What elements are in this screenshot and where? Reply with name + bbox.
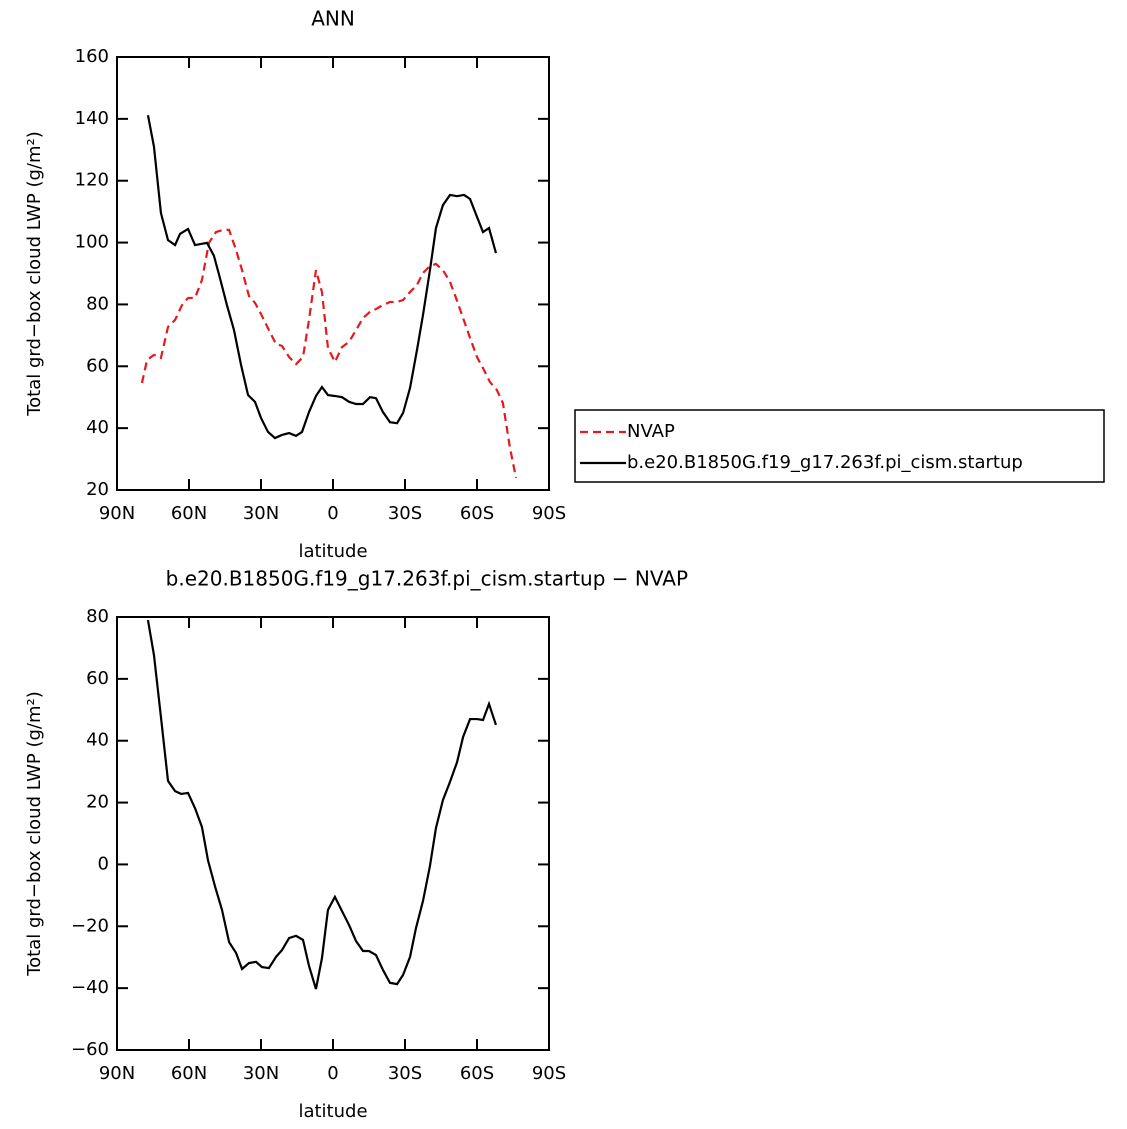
x-tick-label: 30N bbox=[243, 1063, 279, 1084]
y-tick-label: 60 bbox=[86, 668, 109, 689]
x-tick-label: 90N bbox=[99, 1063, 135, 1084]
y-tick-label: 20 bbox=[86, 479, 109, 500]
x-tick-label: 30S bbox=[388, 1063, 422, 1084]
x-tick-label: 60S bbox=[460, 1063, 494, 1084]
y-tick-label: −20 bbox=[71, 915, 109, 936]
chart-title: ANN bbox=[311, 7, 355, 31]
y-tick-label: 40 bbox=[86, 730, 109, 751]
y-tick-label: −60 bbox=[71, 1039, 109, 1060]
x-tick-label: 0 bbox=[327, 1063, 338, 1084]
series-line bbox=[140, 228, 518, 479]
y-tick-label: 120 bbox=[75, 170, 109, 191]
legend-box bbox=[574, 409, 1105, 483]
y-tick-label: 0 bbox=[98, 853, 109, 874]
y-axis-label: Total grd−box cloud LWP (g/m²) bbox=[24, 691, 45, 977]
y-tick-label: 60 bbox=[86, 355, 109, 376]
x-axis-label: latitude bbox=[298, 541, 367, 562]
plot-frame bbox=[116, 616, 550, 1051]
legend-label: NVAP bbox=[627, 421, 675, 442]
x-tick-label: 60N bbox=[171, 503, 207, 524]
y-tick-label: 80 bbox=[86, 606, 109, 627]
x-tick-label: 0 bbox=[327, 503, 338, 524]
series-line bbox=[146, 619, 498, 990]
x-axis-label: latitude bbox=[298, 1101, 367, 1122]
y-tick-label: 140 bbox=[75, 108, 109, 129]
x-tick-label: 90N bbox=[99, 503, 135, 524]
y-tick-label: 40 bbox=[86, 417, 109, 438]
y-tick-label: 80 bbox=[86, 293, 109, 314]
x-tick-label: 60S bbox=[460, 503, 494, 524]
x-tick-label: 90S bbox=[532, 503, 566, 524]
x-tick-label: 60N bbox=[171, 1063, 207, 1084]
plot-frame bbox=[116, 56, 550, 491]
legend-label: b.e20.B1850G.f19_g17.263f.pi_cism.startu… bbox=[627, 452, 1023, 473]
y-tick-label: 160 bbox=[75, 46, 109, 67]
y-tick-label: −40 bbox=[71, 977, 109, 998]
y-tick-label: 20 bbox=[86, 792, 109, 813]
y-tick-label: 100 bbox=[75, 232, 109, 253]
x-tick-label: 30S bbox=[388, 503, 422, 524]
legend: NVAP b.e20.B1850G.f19_g17.263f.pi_cism.st… bbox=[574, 409, 1105, 483]
x-tick-label: 30N bbox=[243, 503, 279, 524]
y-axis-label: Total grd−box cloud LWP (g/m²) bbox=[24, 131, 45, 417]
x-tick-label: 90S bbox=[532, 1063, 566, 1084]
series-line bbox=[146, 114, 498, 440]
chart-title: b.e20.B1850G.f19_g17.263f.pi_cism.startu… bbox=[166, 567, 688, 591]
